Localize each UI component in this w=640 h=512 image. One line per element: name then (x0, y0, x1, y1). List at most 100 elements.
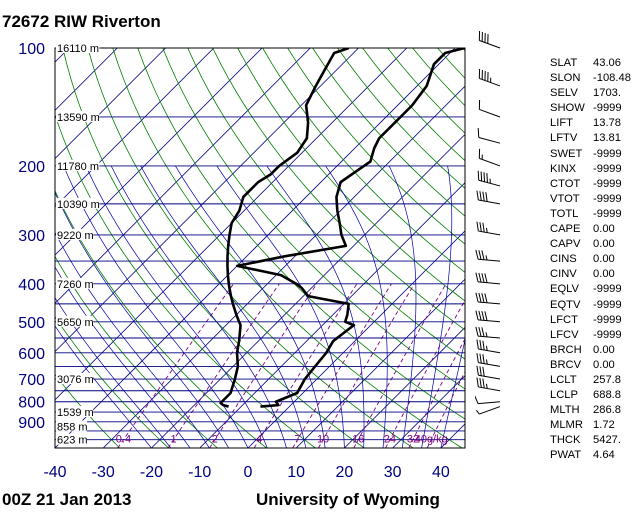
pressure-tick-label: 400 (18, 277, 45, 294)
height-label-bg (56, 228, 94, 240)
mixing-ratio-label: 40g/kg (415, 434, 448, 446)
index-value: -9999 (593, 102, 622, 115)
mixing-ratio-line (318, 283, 415, 448)
height-label-text: 7260 m (57, 279, 94, 291)
index-row: SELV 1703. (550, 86, 631, 101)
wind-barb-staff (478, 386, 501, 392)
index-row: MLMR 1.72 (550, 418, 631, 433)
index-value: -9999 (593, 207, 622, 220)
isobars (55, 47, 465, 441)
isotherm-line (55, 48, 263, 256)
index-key: LFCT (550, 313, 578, 326)
wind-barb-flag (486, 227, 488, 233)
height-label-text: 13590 m (57, 112, 100, 124)
height-label: 9220 m (56, 228, 94, 242)
moist-adiabat (55, 297, 172, 448)
height-label: 1539 m (56, 406, 94, 419)
pressure-tick-label: 500 (18, 315, 45, 332)
moist-adiabat (55, 266, 191, 448)
wind-barb-flag (482, 366, 485, 377)
wind-barb (476, 339, 501, 354)
index-value: -9999 (593, 298, 622, 311)
dry-adiabat (137, 48, 465, 420)
temperature-tick-label: 10 (287, 464, 305, 481)
index-row: MLTH 286.8 (550, 403, 631, 418)
dry-adiabat (62, 48, 365, 448)
index-row: EQLV -9999 (550, 282, 631, 297)
wind-barb-flag (475, 292, 479, 303)
wind-barb (475, 272, 501, 285)
wind-barb-flag (485, 255, 488, 261)
index-row: SLON -108.48 (550, 71, 631, 86)
moist-adiabat (55, 231, 210, 448)
wind-barb (477, 170, 501, 187)
mixing-ratio-line (408, 337, 465, 448)
height-label: 13590 m (56, 110, 100, 124)
index-row: BRCH 0.00 (550, 343, 631, 358)
isotherm-line (295, 278, 465, 448)
mixing-ratio-line (385, 299, 465, 448)
height-label: 10390 m (56, 197, 100, 211)
index-row: LFCV -9999 (550, 328, 631, 343)
dry-adiabat (187, 48, 465, 360)
wind-barb-staff (478, 281, 501, 285)
height-label-bg (56, 110, 100, 122)
wind-barb-flag (475, 310, 479, 320)
index-value: 0.00 (593, 343, 615, 356)
index-key: CAPE (550, 223, 581, 236)
moist-adiabat (421, 165, 453, 448)
wind-barb (475, 249, 501, 262)
dry-adiabat (287, 48, 465, 245)
mixing-ratio-line (209, 283, 318, 448)
isotherm-line (247, 230, 465, 448)
index-value: -9999 (593, 283, 622, 296)
mixing-ratio-line (167, 283, 280, 448)
mixing-ratio-label: 1 (171, 434, 177, 446)
index-key: MLTH (550, 404, 580, 417)
isotherm-line (55, 48, 456, 448)
height-label-text: 3076 m (57, 374, 94, 386)
temperature-tick-label: 40 (432, 464, 450, 481)
wind-barb-flag (486, 383, 488, 389)
pressure-tick-label: 300 (18, 228, 45, 245)
isotherm-line (55, 48, 215, 208)
wind-barb-flag (479, 366, 482, 376)
wind-barb-flag (475, 395, 479, 404)
height-label: 11780 m (56, 159, 100, 173)
index-row: LFCT -9999 (550, 313, 631, 328)
isotherm-line (55, 48, 359, 353)
index-row: PWAT 4.64 (550, 448, 631, 463)
wind-barb-flag (478, 272, 482, 283)
index-key: SELV (550, 87, 578, 100)
wind-barb-flag (475, 410, 480, 415)
index-row: KINX -9999 (550, 162, 631, 177)
index-key: CTOT (550, 177, 581, 190)
index-row: LFTV 13.81 (550, 131, 631, 146)
dry-adiabat (312, 48, 465, 217)
index-row: SWET -9999 (550, 147, 631, 162)
pressure-tick-label: 200 (18, 159, 45, 176)
index-key: LIFT (550, 117, 573, 130)
wind-barb-flag (481, 273, 485, 283)
wind-barb (475, 310, 501, 323)
index-key: SLAT (550, 57, 578, 69)
index-key: BRCV (550, 358, 582, 371)
dry-adiabat (212, 48, 465, 331)
wind-barb-flag (477, 128, 480, 138)
moist-adiabat (175, 165, 326, 448)
moist-adiabat (55, 191, 229, 448)
wind-barb-staff (478, 199, 501, 205)
isotherm-line (55, 48, 408, 401)
wind-barb-staff (478, 362, 501, 367)
height-label-bg (56, 315, 94, 327)
wind-barb-flag (476, 190, 479, 201)
dry-adiabat (55, 189, 267, 448)
wind-barb (475, 395, 501, 405)
pressure-tick-label: 900 (18, 415, 45, 432)
index-row: EQTV -9999 (550, 298, 631, 313)
index-value: -9999 (593, 177, 622, 190)
height-label-text: 9220 m (57, 230, 94, 242)
height-label: 623 m (56, 433, 88, 447)
wind-barb-flag (482, 191, 485, 202)
mixing-ratio-label: 7 (294, 434, 300, 446)
